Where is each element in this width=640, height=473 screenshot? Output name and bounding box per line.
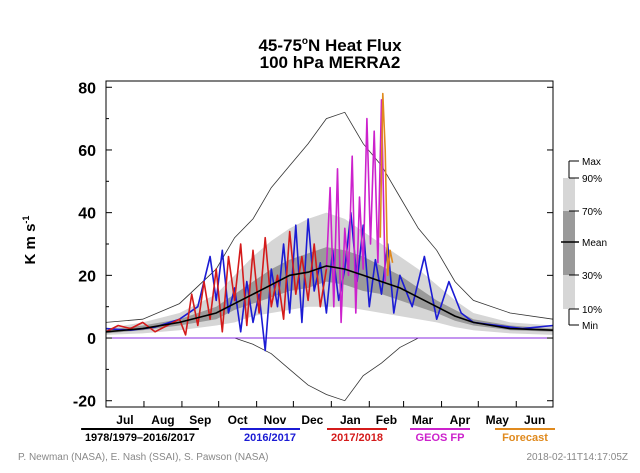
x-month-label: Jan <box>340 413 361 427</box>
key-label-70pct: 70% <box>582 207 602 218</box>
x-month-label: May <box>486 413 510 427</box>
legend: 1978/1979–2016/2017 2016/2017 2017/2018 GEO… <box>81 428 555 444</box>
x-month-label: Jun <box>524 413 545 427</box>
data-lines <box>105 92 554 402</box>
y-tick-label: 0 <box>87 331 96 348</box>
series-geos-fp <box>325 99 386 324</box>
x-month-label: Apr <box>450 413 471 427</box>
legend-label-3: GEOS FP <box>416 432 465 444</box>
key-inner-band <box>563 211 575 275</box>
credits-right: 2018-02-11T14:17:05Z <box>526 452 628 463</box>
x-month-label: Sep <box>189 413 211 427</box>
key-label-max: Max <box>582 157 601 168</box>
max-line <box>105 111 554 323</box>
legend-label-2: 2017/2018 <box>331 432 383 444</box>
key-label-10pct: 10% <box>582 305 602 316</box>
y-tick-label: 60 <box>78 143 96 160</box>
y-axis-label-main: K m s <box>22 224 39 265</box>
x-month-label: Aug <box>151 413 174 427</box>
legend-label-0: 1978/1979–2016/2017 <box>85 432 195 444</box>
y-tick-label: -20 <box>73 394 96 411</box>
y-axis-label-sup: -1 <box>21 216 31 224</box>
percentile-key: Max 90% 70% Mean 30% 10% Min <box>561 157 607 332</box>
title-main: 45-75 <box>258 36 301 55</box>
key-label-mean: Mean <box>582 238 607 249</box>
chart-subtitle: 100 hPa MERRA2 <box>260 53 401 72</box>
legend-label-1: 2016/2017 <box>244 432 296 444</box>
chart-title: 45-75oN Heat Flux <box>258 36 402 55</box>
x-axis-months: Jul Aug Sep Oct Nov Dec Jan Feb Mar Apr May Jun <box>105 401 545 427</box>
y-tick-label: 80 <box>78 80 96 97</box>
legend-label-4: Forecast <box>502 432 548 444</box>
y-tick-label: 20 <box>78 268 96 285</box>
title-degree: o <box>302 36 308 47</box>
mean-line <box>105 265 554 333</box>
min-line <box>106 337 553 402</box>
key-label-min: Min <box>582 321 598 332</box>
key-label-30pct: 30% <box>582 271 602 282</box>
y-tick-label: 40 <box>78 206 96 223</box>
x-month-label: Oct <box>228 413 248 427</box>
series-forecast <box>379 92 394 277</box>
x-month-label: Mar <box>412 413 434 427</box>
x-month-label: Feb <box>376 413 397 427</box>
credits-left: P. Newman (NASA), E. Nash (SSAI), S. Paw… <box>18 452 268 463</box>
y-axis-label: K m s-1 <box>21 216 39 265</box>
series-2017-2018 <box>105 230 328 336</box>
x-month-label: Jul <box>116 413 133 427</box>
y-axis-ticks: -20 0 20 40 60 80 <box>73 80 553 411</box>
key-label-90pct: 90% <box>582 174 602 185</box>
title-rest: N Heat Flux <box>308 36 402 55</box>
x-month-label: Dec <box>301 413 323 427</box>
x-month-label: Nov <box>264 413 287 427</box>
